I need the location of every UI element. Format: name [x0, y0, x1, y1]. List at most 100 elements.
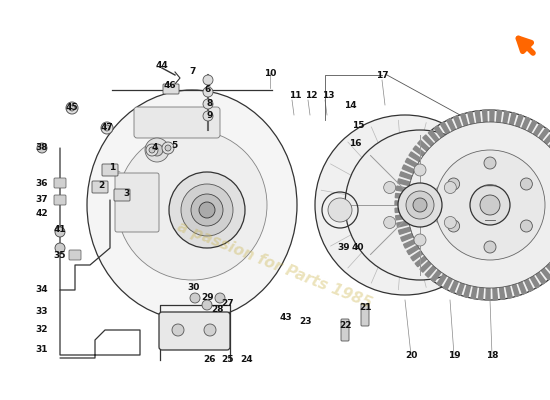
Text: 38: 38 — [36, 142, 48, 152]
Circle shape — [480, 195, 500, 215]
Text: 11: 11 — [289, 90, 301, 100]
Text: a passion for Parts 1985: a passion for Parts 1985 — [175, 219, 375, 311]
Circle shape — [203, 111, 213, 121]
Polygon shape — [544, 133, 550, 144]
Polygon shape — [493, 288, 497, 300]
Circle shape — [520, 220, 532, 232]
Polygon shape — [464, 285, 471, 297]
FancyBboxPatch shape — [54, 178, 66, 188]
Circle shape — [520, 178, 532, 190]
Circle shape — [203, 87, 213, 97]
Text: 13: 13 — [322, 90, 334, 100]
Polygon shape — [443, 277, 452, 290]
Text: 12: 12 — [305, 90, 317, 100]
Polygon shape — [441, 122, 450, 134]
Polygon shape — [522, 117, 530, 130]
Polygon shape — [409, 152, 421, 162]
Text: 4: 4 — [152, 144, 158, 152]
Polygon shape — [447, 118, 455, 131]
Polygon shape — [525, 279, 533, 292]
Circle shape — [165, 145, 171, 151]
Circle shape — [448, 220, 460, 232]
Text: 5: 5 — [171, 140, 177, 150]
Circle shape — [149, 147, 155, 153]
Circle shape — [328, 198, 352, 222]
Circle shape — [169, 172, 245, 248]
Circle shape — [117, 130, 267, 280]
Text: 3: 3 — [123, 188, 129, 198]
Polygon shape — [512, 284, 519, 296]
Polygon shape — [431, 270, 441, 282]
Text: 29: 29 — [202, 294, 214, 302]
Text: 1: 1 — [109, 164, 115, 172]
Text: 18: 18 — [486, 350, 498, 360]
Circle shape — [181, 184, 233, 236]
Polygon shape — [546, 264, 550, 275]
Circle shape — [414, 234, 426, 246]
Polygon shape — [437, 274, 447, 286]
Circle shape — [199, 202, 215, 218]
Text: 27: 27 — [222, 298, 234, 308]
Circle shape — [172, 324, 184, 336]
Text: 26: 26 — [203, 356, 215, 364]
Polygon shape — [400, 172, 412, 179]
Circle shape — [37, 143, 47, 153]
Text: 17: 17 — [376, 70, 388, 80]
Polygon shape — [536, 272, 546, 284]
Polygon shape — [401, 234, 413, 241]
Circle shape — [55, 243, 65, 253]
Text: 10: 10 — [264, 68, 276, 78]
Circle shape — [484, 157, 496, 169]
FancyBboxPatch shape — [134, 107, 220, 138]
Polygon shape — [509, 113, 516, 125]
Text: 39: 39 — [338, 242, 350, 252]
Polygon shape — [411, 251, 423, 261]
Polygon shape — [486, 288, 490, 300]
Polygon shape — [454, 116, 461, 128]
Circle shape — [203, 75, 213, 85]
Circle shape — [470, 185, 510, 225]
Polygon shape — [450, 280, 458, 293]
Polygon shape — [497, 110, 502, 123]
Circle shape — [398, 183, 442, 227]
Circle shape — [191, 194, 223, 226]
Text: 43: 43 — [280, 314, 292, 322]
Text: 2: 2 — [98, 180, 104, 190]
FancyBboxPatch shape — [114, 189, 130, 201]
Polygon shape — [516, 115, 523, 127]
FancyBboxPatch shape — [341, 319, 349, 341]
Text: 20: 20 — [405, 350, 417, 360]
Polygon shape — [471, 286, 477, 299]
Circle shape — [413, 198, 427, 212]
Text: 32: 32 — [36, 326, 48, 334]
Polygon shape — [541, 268, 550, 280]
Polygon shape — [397, 221, 409, 227]
FancyBboxPatch shape — [54, 195, 66, 205]
Text: 6: 6 — [205, 86, 211, 94]
Polygon shape — [478, 287, 483, 300]
Polygon shape — [407, 245, 419, 255]
Text: 25: 25 — [222, 356, 234, 364]
FancyBboxPatch shape — [92, 181, 108, 193]
Text: 46: 46 — [164, 80, 177, 90]
Ellipse shape — [87, 90, 297, 320]
Polygon shape — [396, 186, 409, 192]
Polygon shape — [468, 112, 474, 124]
Text: 31: 31 — [36, 346, 48, 354]
Text: 42: 42 — [36, 210, 48, 218]
Circle shape — [395, 110, 550, 300]
Circle shape — [444, 182, 456, 194]
Polygon shape — [499, 287, 505, 299]
Circle shape — [444, 216, 456, 228]
Circle shape — [55, 227, 65, 237]
Polygon shape — [404, 240, 416, 248]
Text: 30: 30 — [188, 284, 200, 292]
Circle shape — [448, 178, 460, 190]
Polygon shape — [420, 261, 431, 272]
Polygon shape — [530, 276, 540, 288]
Circle shape — [414, 164, 426, 176]
Polygon shape — [461, 114, 468, 126]
Polygon shape — [549, 138, 550, 149]
Text: 24: 24 — [241, 356, 254, 364]
Polygon shape — [503, 111, 509, 124]
